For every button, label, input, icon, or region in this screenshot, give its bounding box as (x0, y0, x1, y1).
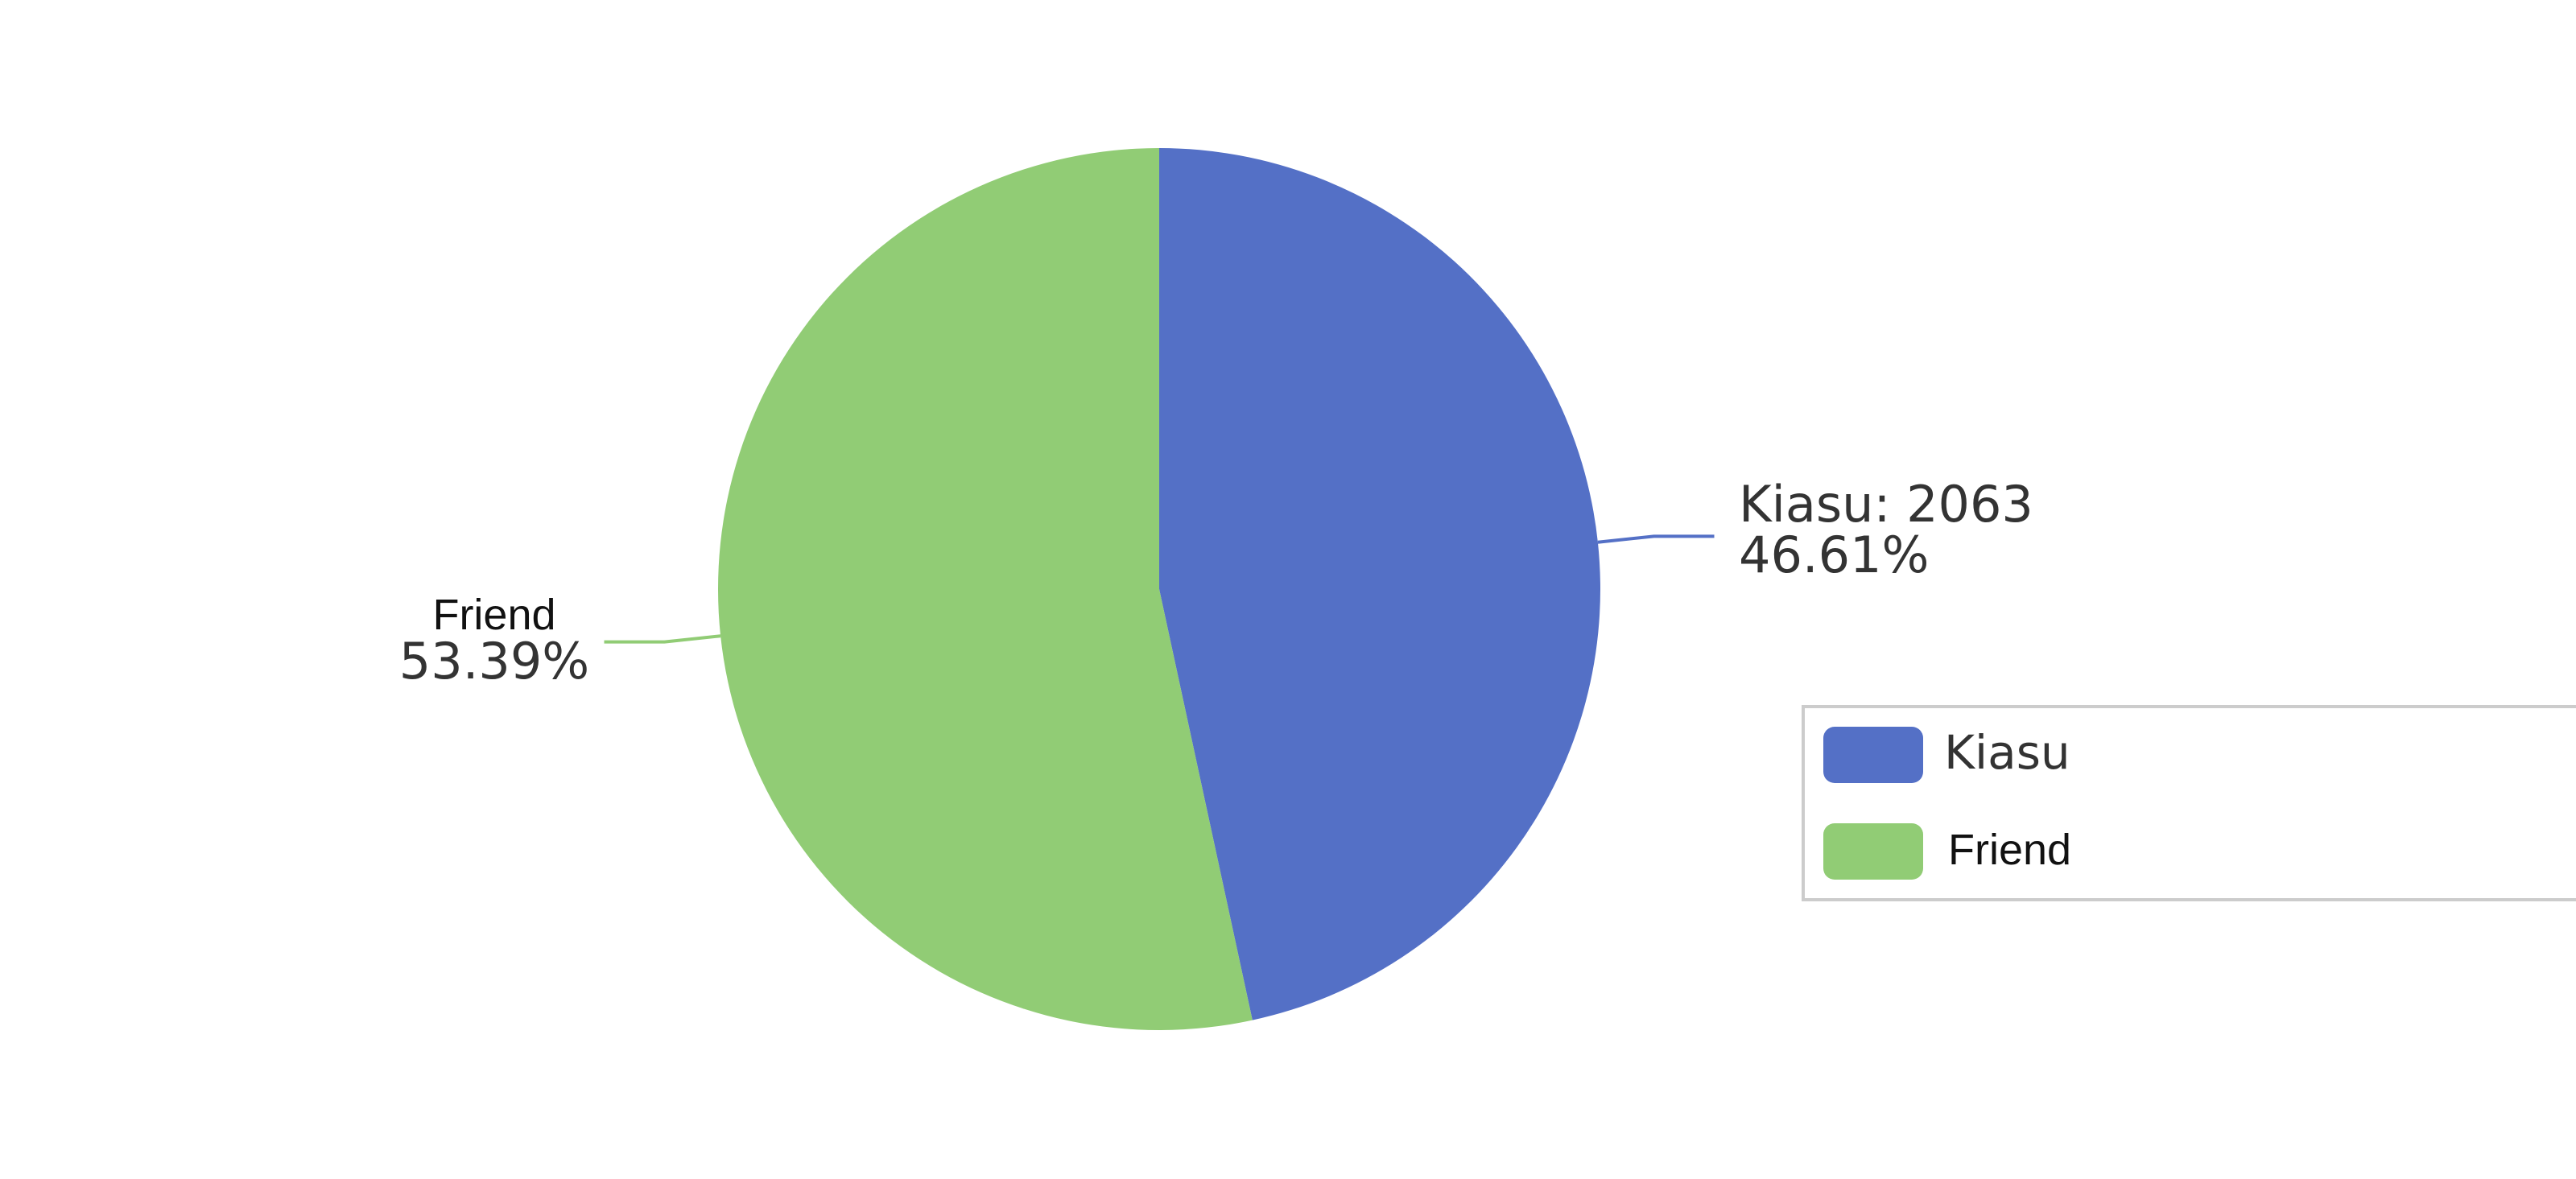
slice-label-kiasu-line1: Kiasu: 2063 (1739, 475, 2033, 534)
legend-item-kiasu[interactable]: Kiasu (1823, 725, 2070, 783)
leader-line-kiasu (1597, 534, 1715, 544)
slice-label-friend: Friend 53.39% (399, 591, 589, 690)
slice-label-kiasu: Kiasu: 2063 46.61% (1739, 475, 2033, 584)
pie-leader-lines (604, 534, 1715, 644)
pie-slices (717, 148, 1600, 1030)
slice-label-friend-line1: Friend (432, 591, 555, 639)
legend-swatch-kiasu (1823, 727, 1923, 783)
pie-slice-friend[interactable] (717, 148, 1253, 1030)
legend-swatch-friend (1823, 823, 1923, 880)
leader-line-friend (604, 634, 721, 644)
legend: Kiasu Friend (1802, 705, 2576, 901)
slice-label-friend-line2: 53.39% (399, 632, 589, 690)
legend-label-friend: Friend (1948, 826, 2071, 874)
legend-frame (1802, 705, 2576, 901)
legend-item-friend[interactable]: Friend (1823, 823, 2071, 880)
pie-slice-kiasu[interactable] (1159, 148, 1600, 1020)
legend-label-kiasu: Kiasu (1944, 725, 2070, 780)
slice-label-kiasu-line2: 46.61% (1739, 526, 1929, 584)
